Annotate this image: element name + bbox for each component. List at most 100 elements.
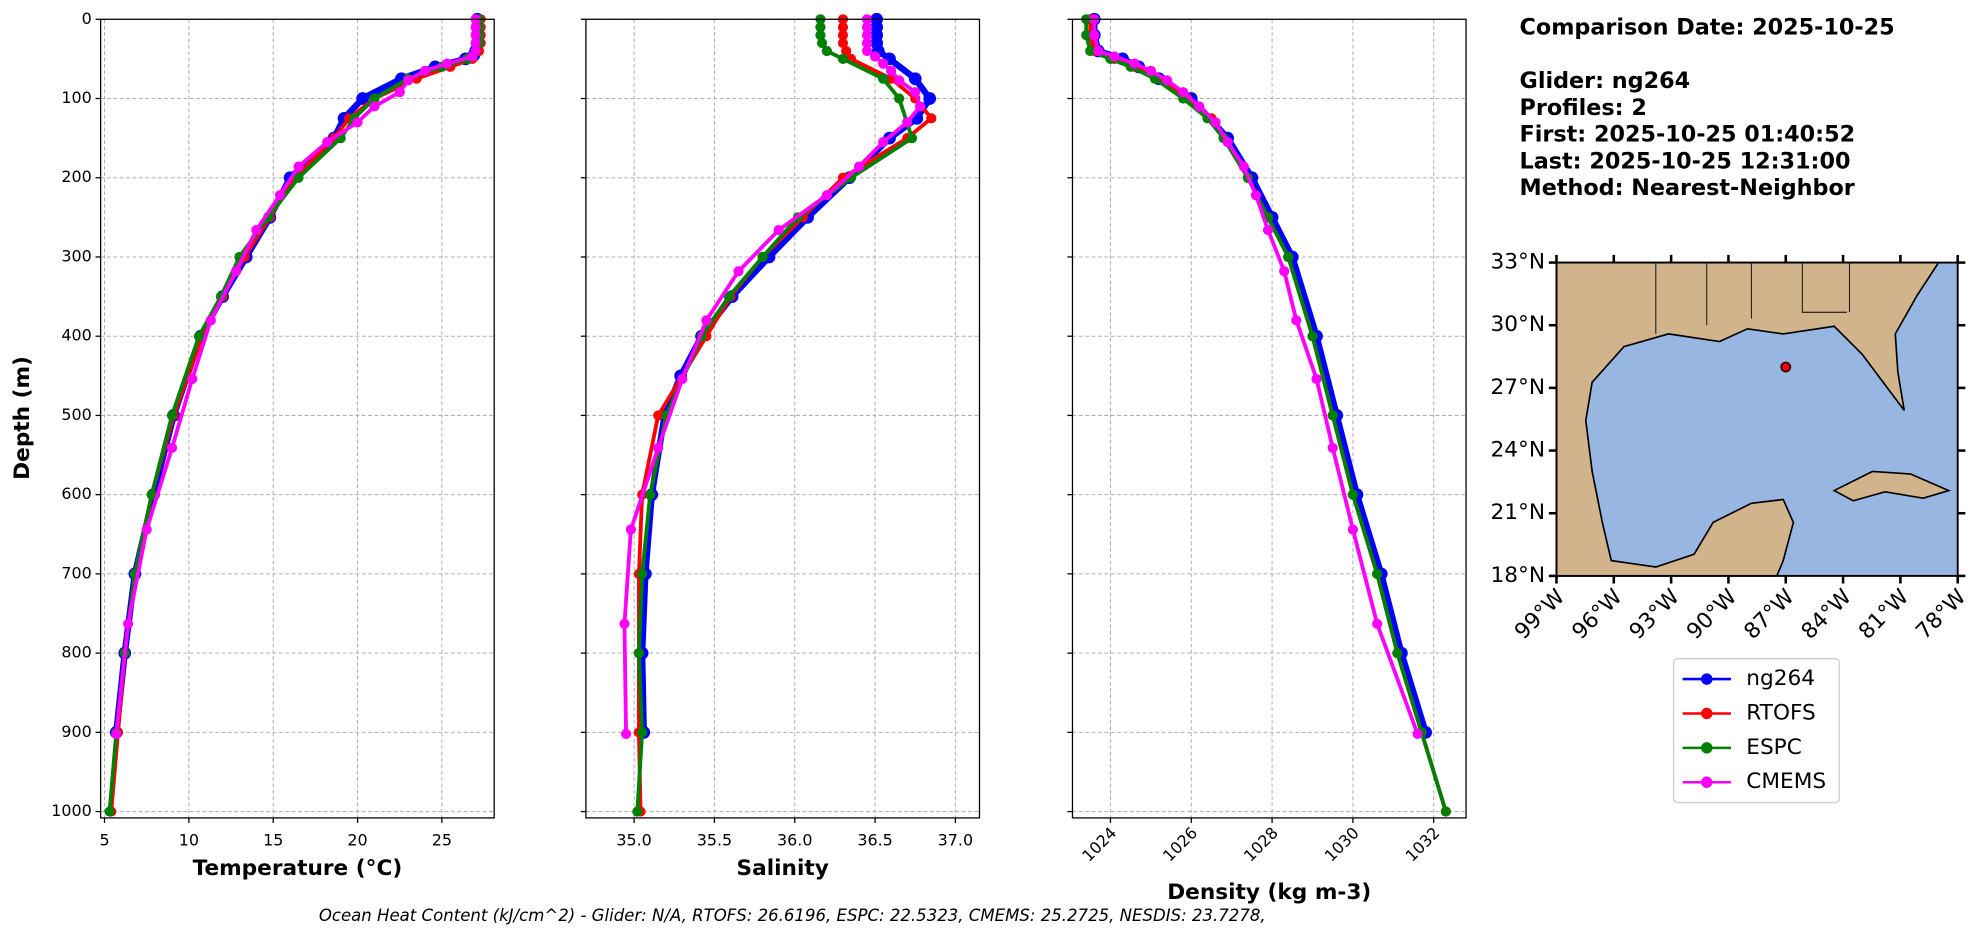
profile-point	[166, 442, 178, 454]
glider-position	[1780, 361, 1792, 373]
profile-point	[841, 45, 852, 57]
profile-point	[293, 161, 304, 172]
profile-point	[821, 45, 832, 57]
map-frame	[1555, 261, 1959, 577]
profile-point	[1093, 45, 1104, 57]
x-axis-label: Salinity	[737, 856, 829, 881]
profile-point	[1279, 266, 1290, 277]
profile-point	[815, 22, 826, 33]
profile-point	[1109, 51, 1120, 62]
profile-point	[369, 93, 380, 104]
profile-point	[470, 22, 481, 33]
profile-point	[1311, 373, 1322, 385]
profile-point	[625, 524, 636, 535]
y-tick-label: 600	[61, 484, 91, 503]
footer-note: Ocean Heat Content (kJ/cm^2) - Glider: N…	[319, 906, 1266, 925]
profile-point	[352, 117, 363, 128]
map-x-tick-label: 99°W	[1510, 585, 1570, 645]
profile-point	[1161, 75, 1173, 86]
profile-point	[1327, 442, 1338, 454]
profile-point	[322, 136, 333, 148]
info-line: Method: Nearest-Neighbor	[1520, 175, 1855, 201]
legend-marker	[1701, 673, 1713, 685]
info-line: Comparison Date: 2025-10-25	[1520, 15, 1895, 41]
x-tick-label: 35.5	[697, 830, 732, 849]
profile-point	[1145, 65, 1156, 76]
profile-point	[701, 315, 712, 326]
profile-point	[470, 30, 481, 41]
profile-point	[633, 648, 645, 659]
profile-point	[1178, 87, 1189, 98]
profile-point	[111, 728, 122, 740]
y-tick-label: 200	[61, 167, 91, 186]
profile-point	[1262, 224, 1274, 236]
map-x-tick-label: 90°W	[1682, 585, 1742, 645]
map-x-tick-label: 93°W	[1625, 585, 1685, 645]
legend-label: ng264	[1746, 666, 1815, 691]
profile-point	[1392, 648, 1403, 659]
info-line: Profiles: 2	[1520, 95, 1647, 121]
legend-label: RTOFS	[1746, 700, 1816, 725]
profile-point	[733, 266, 744, 277]
profile-point	[861, 37, 873, 49]
profile-point	[166, 410, 178, 421]
y-tick-label: 0	[82, 9, 92, 28]
x-tick-label: 36.0	[777, 830, 812, 849]
x-tick-label: 5	[99, 830, 109, 849]
profile-point	[723, 291, 734, 302]
x-tick-label: 25	[432, 830, 452, 849]
map-y-tick-label: 18°N	[1490, 563, 1545, 588]
profile-point	[632, 806, 643, 817]
profile-point	[637, 727, 648, 738]
map-x-tick-label: 78°W	[1911, 585, 1971, 645]
legend-marker	[1701, 776, 1713, 788]
profile-point	[1210, 117, 1221, 128]
profile-point	[894, 75, 905, 86]
x-tick-label: 37.0	[938, 830, 973, 849]
profile-point	[894, 93, 905, 104]
info-line: Last: 2025-10-25 12:31:00	[1520, 148, 1851, 174]
profile-point	[869, 51, 881, 62]
map-x-tick-label: 96°W	[1567, 585, 1627, 645]
y-tick-label: 800	[61, 643, 91, 662]
profile-point	[123, 618, 134, 629]
map-x-tick-label: 81°W	[1854, 585, 1914, 645]
info-line: First: 2025-10-25 01:40:52	[1520, 122, 1856, 148]
profile-point	[906, 133, 918, 144]
profile-point	[274, 190, 286, 201]
profile-point	[1412, 728, 1423, 740]
legend-box	[1673, 658, 1840, 804]
profile-point	[837, 22, 849, 33]
profile-point	[205, 315, 216, 326]
land	[1832, 470, 1952, 502]
profile-point	[816, 37, 828, 49]
profile-point	[369, 101, 380, 112]
profile-point	[1307, 331, 1318, 342]
x-tick-label: 1026	[1159, 823, 1201, 865]
y-tick-label: 1000	[51, 801, 91, 820]
y-tick-label: 900	[61, 722, 91, 741]
profile-point	[637, 568, 648, 579]
axes-frame	[1071, 18, 1467, 819]
profile-point	[293, 172, 304, 183]
profile-point	[853, 161, 865, 172]
profile-line	[114, 19, 478, 735]
profile-point	[653, 442, 664, 454]
profile-point	[1238, 161, 1249, 172]
profile-point	[757, 251, 768, 263]
profile-point	[878, 73, 889, 84]
profile-point	[1085, 45, 1096, 57]
profile-point	[837, 37, 849, 49]
profile-point	[1194, 101, 1205, 112]
map-y-tick-label: 30°N	[1490, 312, 1545, 337]
map-y-tick-label: 33°N	[1490, 250, 1545, 275]
profile-point	[645, 489, 656, 500]
profile-point	[419, 65, 431, 76]
profile-point	[1440, 806, 1451, 817]
profile-point	[677, 373, 688, 385]
info-line: Glider: ng264	[1520, 68, 1691, 94]
profile-line	[113, 19, 481, 733]
land	[1555, 261, 1941, 577]
profile-point	[878, 136, 889, 148]
